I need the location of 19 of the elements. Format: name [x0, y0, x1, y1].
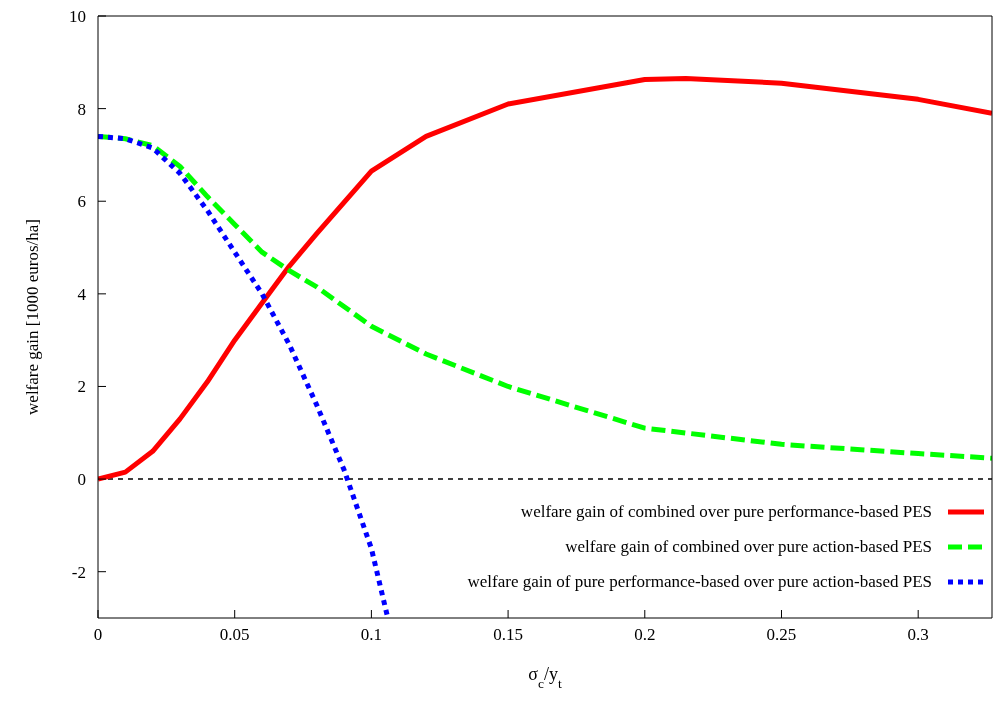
y-tick-label: 2: [77, 377, 86, 397]
x-tick-label: 0.05: [219, 625, 250, 645]
y-tick-label: 10: [69, 7, 86, 27]
y-tick-label: 6: [77, 192, 86, 212]
x-tick-label: 0.3: [907, 625, 929, 645]
y-axis-title: welfare gain [1000 euros/ha]: [23, 219, 42, 415]
x-tick-label: 0.2: [634, 625, 656, 645]
x-axis-title: σ$_{c}$/y$_{t}$: [528, 664, 562, 691]
y-tick-label: 4: [77, 284, 87, 304]
y-tick-label: 0: [77, 470, 86, 490]
y-tick-label: 8: [77, 99, 86, 119]
x-tick-label: 0.1: [360, 625, 383, 645]
x-tick-label: 0: [93, 625, 103, 645]
x-tick-label: 0.15: [493, 625, 523, 645]
legend-label: welfare gain of combined over pure action-based PES: [565, 537, 932, 557]
x-tick-label: 0.25: [766, 625, 797, 645]
legend-label: welfare gain of combined over pure performance-based PES: [520, 502, 932, 522]
y-tick-label: -2: [71, 562, 86, 582]
legend-label: welfare gain of pure performance-based over pure action-based PES: [467, 572, 932, 592]
